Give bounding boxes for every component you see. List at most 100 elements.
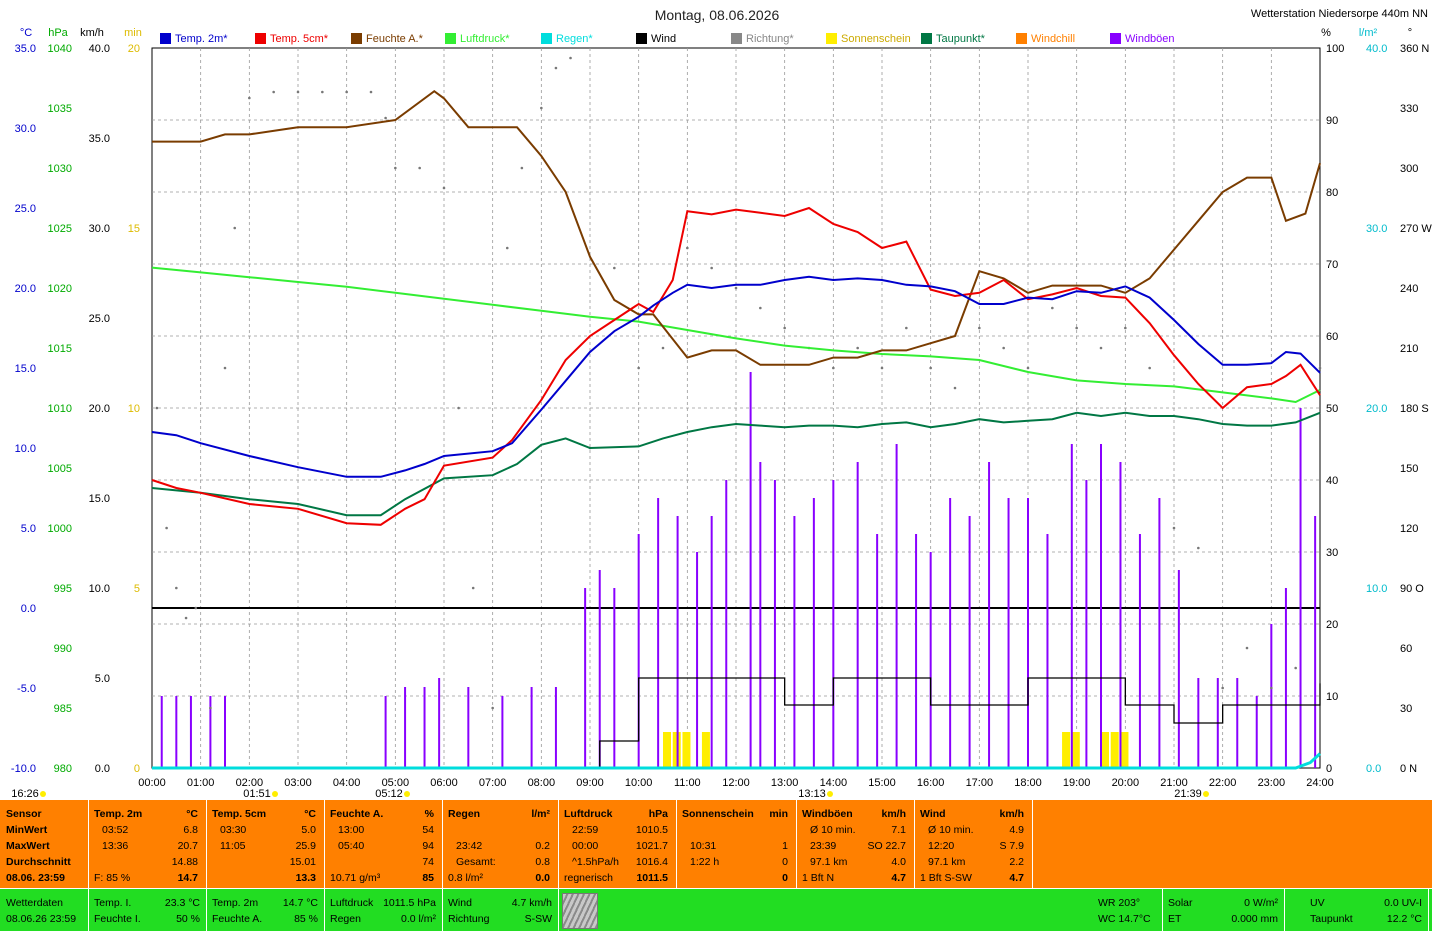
legend-swatch	[255, 33, 266, 44]
bottom-solar: Solar 0 W/m² ET 0.000 mm	[1162, 889, 1285, 931]
table-column: Sonnenschein min 10:31 1 1:22 h 0 0	[676, 800, 797, 888]
table-cell-value: 0.2	[535, 840, 550, 852]
pressure-tick: 1020	[48, 283, 72, 295]
humidity-tick: 0	[1326, 763, 1332, 775]
table-cell-value: 85	[422, 872, 434, 884]
time-marker-dot	[1203, 791, 1209, 797]
legend-swatch	[541, 33, 552, 44]
table-cell-label: 11:05	[220, 840, 246, 852]
bottom-label: Wind	[448, 897, 472, 909]
pressure-tick: 1005	[48, 463, 72, 475]
direction-point	[978, 326, 981, 330]
sun-tick: 5	[134, 583, 140, 595]
temp-tick: 5.0	[21, 523, 36, 535]
x-tick-label: 12:00	[722, 777, 750, 789]
time-marker-dot	[404, 791, 410, 797]
wind-tick: 35.0	[89, 133, 110, 145]
table-cell-label: 12:20	[928, 840, 955, 852]
table-row-label: 08.06. 23:59	[6, 872, 65, 884]
table-cell-label: F: 85 %	[94, 872, 131, 884]
wind-tick: 0.0	[95, 763, 110, 775]
bottom-value: S-SW	[524, 913, 552, 925]
direction-point	[540, 106, 543, 110]
direction-point	[686, 246, 689, 250]
x-tick-label: 01:00	[187, 777, 215, 789]
humidity-tick: 80	[1326, 187, 1338, 199]
direction-point	[661, 346, 665, 350]
legend-label: Sonnenschein	[841, 33, 911, 45]
series-line-regen	[152, 752, 1322, 770]
table-cell-value: 4.0	[891, 856, 906, 868]
wind-tick: 15.0	[89, 493, 110, 505]
table-cell-value: 1021.7	[635, 840, 668, 852]
direction-point	[272, 90, 275, 94]
pressure-tick: 1025	[48, 223, 72, 235]
bottom-value: 4.7 km/h	[511, 897, 552, 909]
bottom-value: 0 W/m²	[1244, 897, 1278, 909]
table-cell-value: 5.0	[301, 824, 316, 836]
bottom-label: Wetterdaten	[6, 897, 64, 909]
direction-tick: 180 S	[1400, 403, 1429, 415]
sunshine-bar	[1062, 732, 1071, 768]
table-header: Luftdruck	[564, 808, 613, 820]
table-column: Temp. 5cm °C 03:30 5.0 11:05 25.9 15.01 13.3	[206, 800, 325, 888]
pressure-tick: 1035	[48, 103, 72, 115]
direction-point	[471, 586, 475, 590]
legend-label: Taupunkt*	[936, 33, 986, 45]
table-cell-value: 4.9	[1009, 824, 1024, 836]
direction-tick: 240	[1400, 283, 1418, 295]
table-header-unit: °C	[304, 808, 316, 820]
direction-point	[1148, 366, 1151, 370]
table-header: Windböen	[802, 808, 853, 820]
unit-label-2: km/h	[80, 27, 104, 39]
time-marker-label: 21:39	[1174, 788, 1202, 800]
time-marker-label: 13:13	[798, 788, 826, 800]
table-cell-label: 23:42	[456, 840, 483, 852]
unit-label-right-1: l/m²	[1359, 27, 1378, 39]
station-name: Wetterstation Niedersorpe 440m NN	[1251, 8, 1428, 20]
direction-point	[880, 366, 884, 370]
bottom-outdoor: Temp. 2m 14.7 °C Feuchte A. 85 %	[206, 889, 325, 931]
table-cell-value: 20.7	[177, 840, 198, 852]
temp-tick: 10.0	[15, 443, 36, 455]
pressure-tick: 985	[54, 703, 72, 715]
x-tick-label: 10:00	[625, 777, 653, 789]
direction-point	[1294, 666, 1297, 670]
table-cell-value: 94	[422, 840, 434, 852]
table-header: Sonnenschein	[682, 808, 754, 820]
legend-label: Temp. 2m*	[175, 33, 228, 45]
table-row-label: MinWert	[6, 824, 48, 836]
table-cell-label: 97.1 km	[810, 856, 848, 868]
direction-point	[1075, 326, 1078, 330]
temp-tick: -10.0	[11, 763, 36, 775]
wind-tick: 25.0	[89, 313, 110, 325]
table-cell-label: 03:52	[102, 824, 129, 836]
x-tick-label: 22:00	[1209, 777, 1237, 789]
table-cell-value: 4.7	[891, 872, 906, 884]
bottom-value: 12.2 °C	[1386, 913, 1422, 925]
direction-point	[905, 326, 908, 330]
wind-tick: 20.0	[89, 403, 110, 415]
bottom-label: Feuchte A.	[212, 913, 263, 925]
table-column: Sensor MinWert MaxWert Durchschnitt 08.06. 2…	[0, 800, 89, 888]
table-cell-label: 13:36	[102, 840, 129, 852]
rain-tick: 20.0	[1366, 403, 1387, 415]
table-cell-label: 1:22 h	[690, 856, 720, 868]
pressure-tick: 1015	[48, 343, 72, 355]
sunshine-bar	[663, 732, 671, 768]
series-line-feuchtea	[152, 89, 1321, 366]
bottom-value: 1011.5 hPa	[383, 897, 436, 909]
direction-point	[613, 266, 616, 270]
legend-label: Feuchte A.*	[366, 33, 424, 45]
pressure-tick: 995	[54, 583, 72, 595]
series-line-taupunkt	[151, 411, 1321, 517]
table-cell-label: 1 Bft S-SW	[920, 872, 972, 884]
sunshine-bar	[682, 732, 691, 768]
x-tick-label: 05:00	[382, 777, 410, 789]
pressure-tick: 1030	[48, 163, 72, 175]
direction-point	[953, 386, 957, 390]
table-header: Feuchte A.	[330, 808, 384, 820]
table-cell-value: 13.3	[295, 872, 316, 884]
table-row-label: MaxWert	[6, 840, 50, 852]
pressure-tick: 1000	[48, 523, 72, 535]
